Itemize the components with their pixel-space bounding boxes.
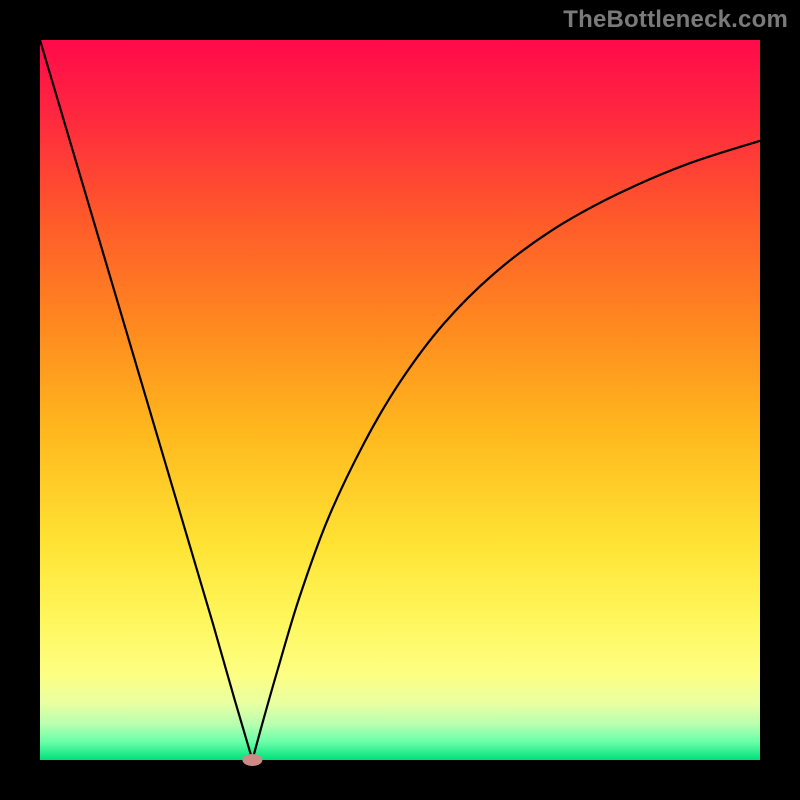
plot-area-gradient (40, 40, 760, 760)
figure-canvas: TheBottleneck.com (0, 0, 800, 800)
apex-marker (242, 754, 262, 766)
chart-svg (0, 0, 800, 800)
watermark-text: TheBottleneck.com (563, 6, 788, 34)
